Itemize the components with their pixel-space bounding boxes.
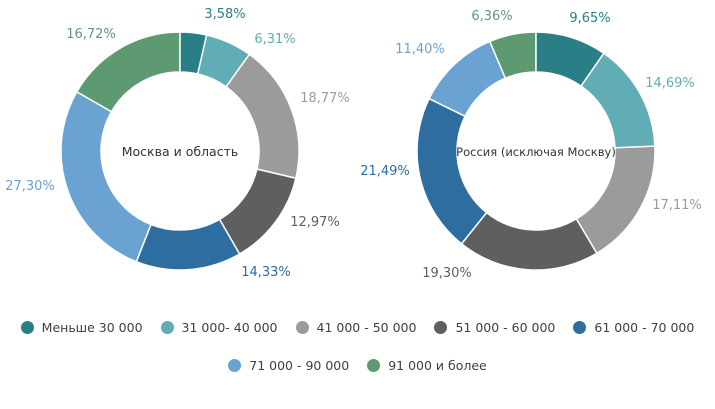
slice-value-label: 14,69% — [645, 76, 695, 91]
slice-value-label: 14,33% — [241, 265, 291, 280]
legend-item: 41 000 - 50 000 — [295, 320, 417, 335]
slice-value-label: 16,72% — [66, 27, 116, 42]
slice-value-label: 3,58% — [204, 7, 245, 22]
legend-swatch — [295, 321, 309, 334]
legend-row-1: Меньше 30 000 31 000- 40 000 41 000 - 50… — [0, 320, 715, 335]
donut-slice — [460, 211, 598, 271]
slice-value-label: 6,31% — [254, 32, 295, 47]
legend-swatch — [20, 321, 34, 334]
legend-label: 41 000 - 50 000 — [316, 320, 417, 335]
donut-slice — [535, 31, 605, 88]
legend-swatch — [367, 359, 381, 372]
legend-item: 31 000- 40 000 — [160, 320, 278, 335]
donut-slice — [60, 90, 153, 263]
legend-item: 61 000 - 70 000 — [573, 320, 694, 335]
donut-chart-moscow: Москва и область 3,58% 6,31% 18,77% 12,97% 1… — [5, 7, 350, 280]
slice-value-label: 19,30% — [422, 266, 472, 281]
donut-slice — [218, 168, 297, 255]
donut-slice — [75, 31, 181, 113]
center-label-russia: Россия (исключая Москву) — [456, 145, 616, 159]
donut-slice — [428, 40, 507, 118]
legend-swatch — [434, 321, 448, 334]
donut-slice — [135, 218, 241, 271]
slice-value-label: 18,77% — [300, 91, 350, 106]
legend-label: 31 000- 40 000 — [181, 320, 278, 335]
legend-label: 61 000 - 70 000 — [594, 320, 695, 335]
legend-item: 51 000 - 60 000 — [434, 320, 555, 335]
donut-slice — [416, 97, 488, 245]
slice-value-label: 27,30% — [5, 179, 55, 194]
donut-slice — [579, 52, 656, 149]
legend-item: Меньше 30 000 — [20, 320, 143, 335]
legend-label: 91 000 и более — [388, 358, 487, 373]
legend-item: 71 000 - 90 000 — [228, 358, 349, 373]
legend-row-2: 71 000 - 90 000 91 000 и более — [0, 358, 715, 373]
slice-value-label: 11,40% — [395, 42, 445, 57]
slice-value-label: 9,65% — [569, 11, 610, 26]
legend-swatch — [573, 321, 587, 334]
legend-label: 51 000 - 60 000 — [455, 320, 556, 335]
donut-slice — [196, 34, 251, 88]
legend-swatch — [160, 321, 174, 334]
center-label-moscow: Москва и область — [122, 144, 238, 159]
slice-value-label: 12,97% — [290, 215, 340, 230]
slice-value-label: 6,36% — [471, 9, 512, 24]
legend-item: 91 000 и более — [367, 358, 487, 373]
donut-chart-russia: Россия (исключая Москву) 9,65% 14,69% 17,1… — [360, 9, 702, 281]
legend-label: 71 000 - 90 000 — [249, 358, 350, 373]
legend-label: Меньше 30 000 — [41, 320, 143, 335]
donut-slice — [575, 145, 656, 255]
slice-value-label: 21,49% — [360, 164, 410, 179]
legend-swatch — [228, 359, 242, 372]
donut-slice — [179, 31, 208, 75]
donut-slice — [224, 53, 300, 180]
slice-value-label: 17,11% — [652, 198, 702, 213]
